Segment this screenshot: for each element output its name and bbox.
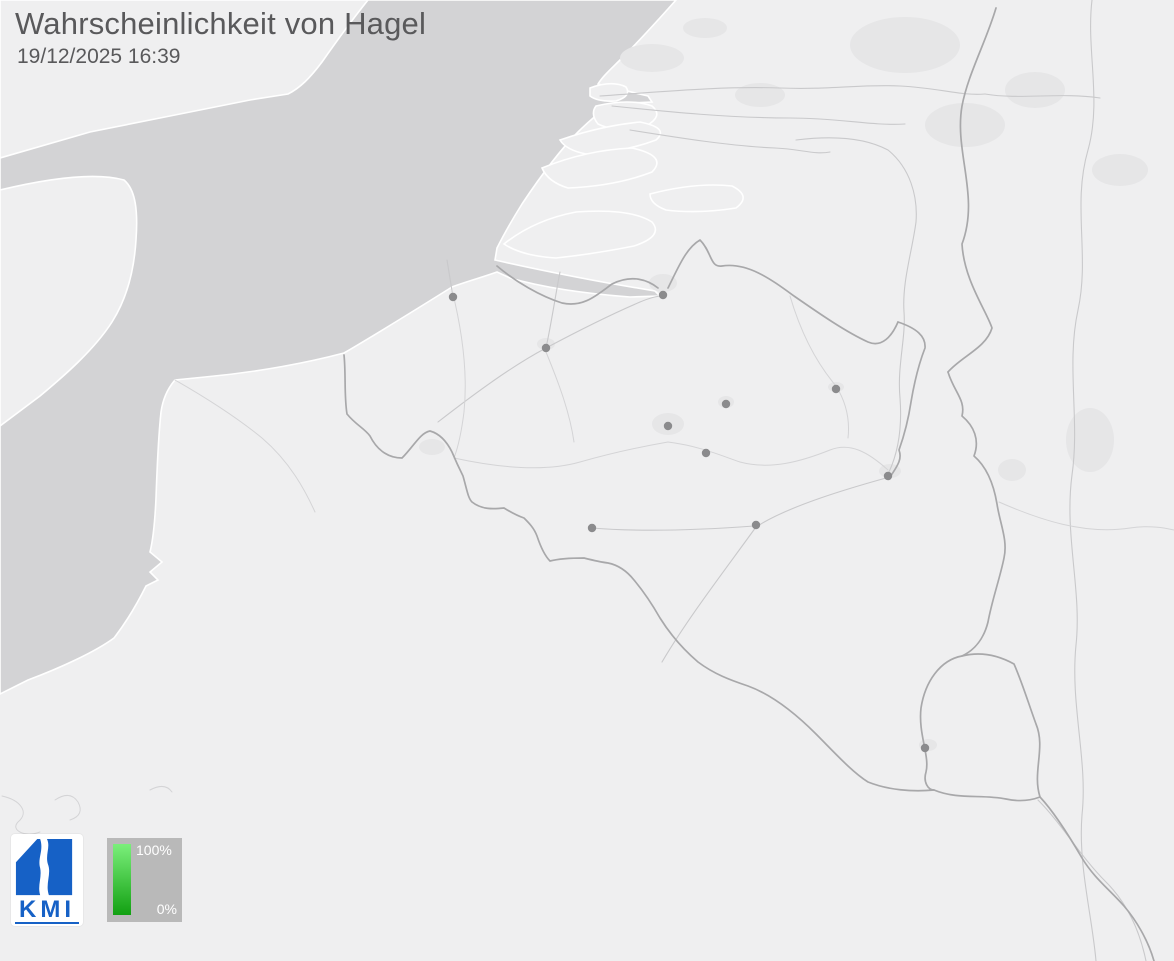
urban-areas: [419, 17, 1148, 751]
island-goeree: [558, 121, 662, 155]
city-marker: [831, 384, 841, 394]
kmi-logo-icon: [14, 837, 75, 896]
legend-max-label: 100%: [136, 842, 172, 858]
city-marker: [883, 471, 893, 481]
england-essex-coast: [0, 0, 370, 159]
city-marker: [663, 421, 673, 431]
city-marker: [448, 292, 458, 302]
island-schouwen: [540, 147, 658, 189]
map-timestamp: 19/12/2025 16:39: [17, 45, 181, 68]
border-fr-de: [1039, 796, 1155, 961]
border-nl-limburg: [889, 321, 926, 478]
city-dots: [448, 290, 930, 753]
map-header: Wahrscheinlichkeit von Hagel 19/12/2025 …: [15, 6, 426, 69]
kmi-logo-text: KMI: [15, 898, 79, 924]
legend-gradient-bar: [113, 844, 131, 915]
border-be-nl-east: [667, 239, 899, 345]
city-marker: [721, 399, 731, 409]
city-marker: [701, 448, 711, 458]
island-maasvlakte: [589, 82, 629, 102]
city-marker: [541, 343, 551, 353]
city-marker: [658, 290, 668, 300]
island-walcheren: [502, 210, 657, 259]
border-lux: [919, 653, 1041, 802]
legend-min-label: 0%: [156, 901, 177, 917]
sea-area: [0, 0, 678, 695]
city-marker: [587, 523, 597, 533]
probability-legend: 100% 0%: [107, 838, 182, 922]
border-be-fr: [343, 354, 935, 792]
border-be-de: [947, 371, 1006, 657]
admin-borders: [1, 289, 1174, 835]
border-be-nl-west: [496, 265, 659, 305]
city-marker: [920, 743, 930, 753]
england-kent-coast: [0, 175, 138, 427]
kmi-logo: KMI: [11, 834, 83, 926]
island-tholen: [649, 184, 744, 213]
country-borders: [343, 7, 1155, 961]
border-nl-de: [947, 7, 997, 373]
page-title: Wahrscheinlichkeit von Hagel: [15, 6, 427, 41]
city-marker: [751, 520, 761, 530]
